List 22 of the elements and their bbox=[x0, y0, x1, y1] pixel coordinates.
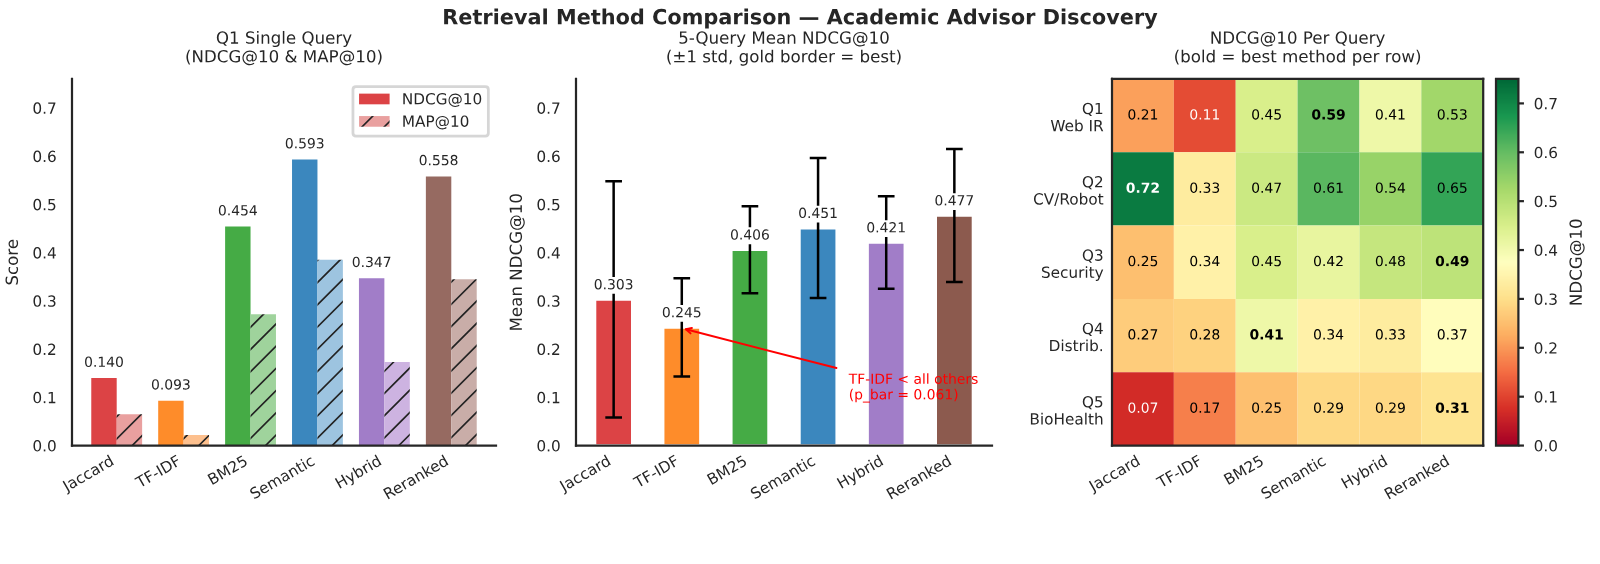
y-axis-title: Score bbox=[5, 239, 19, 285]
bar bbox=[317, 259, 343, 446]
chart-title: NDCG@10 Per Query (bold = best method per row) bbox=[1175, 31, 1421, 66]
color-bar-title: NDCG@10 bbox=[1569, 219, 1585, 305]
bar bbox=[729, 248, 771, 446]
bar bbox=[797, 226, 839, 446]
chart-title: Q1 Single Query (NDCG@10 & MAP@10) bbox=[186, 30, 382, 66]
y-axis-title: Mean NDCG@10 bbox=[509, 194, 525, 330]
bar bbox=[292, 159, 318, 446]
chart-title: 5-Query Mean NDCG@10 (±1 std, gold border = best) bbox=[667, 31, 901, 66]
bar bbox=[250, 314, 276, 446]
bar bbox=[425, 176, 452, 446]
bar bbox=[225, 226, 251, 446]
bar bbox=[158, 400, 184, 446]
bar bbox=[593, 298, 634, 446]
bar bbox=[661, 325, 702, 446]
bar bbox=[91, 378, 117, 446]
bar bbox=[384, 362, 410, 446]
bar bbox=[451, 279, 477, 446]
bar bbox=[358, 278, 385, 446]
text: Retrieval Method Comparison — Academic Advisor Discovery bbox=[444, 8, 1158, 29]
bar bbox=[116, 414, 143, 446]
